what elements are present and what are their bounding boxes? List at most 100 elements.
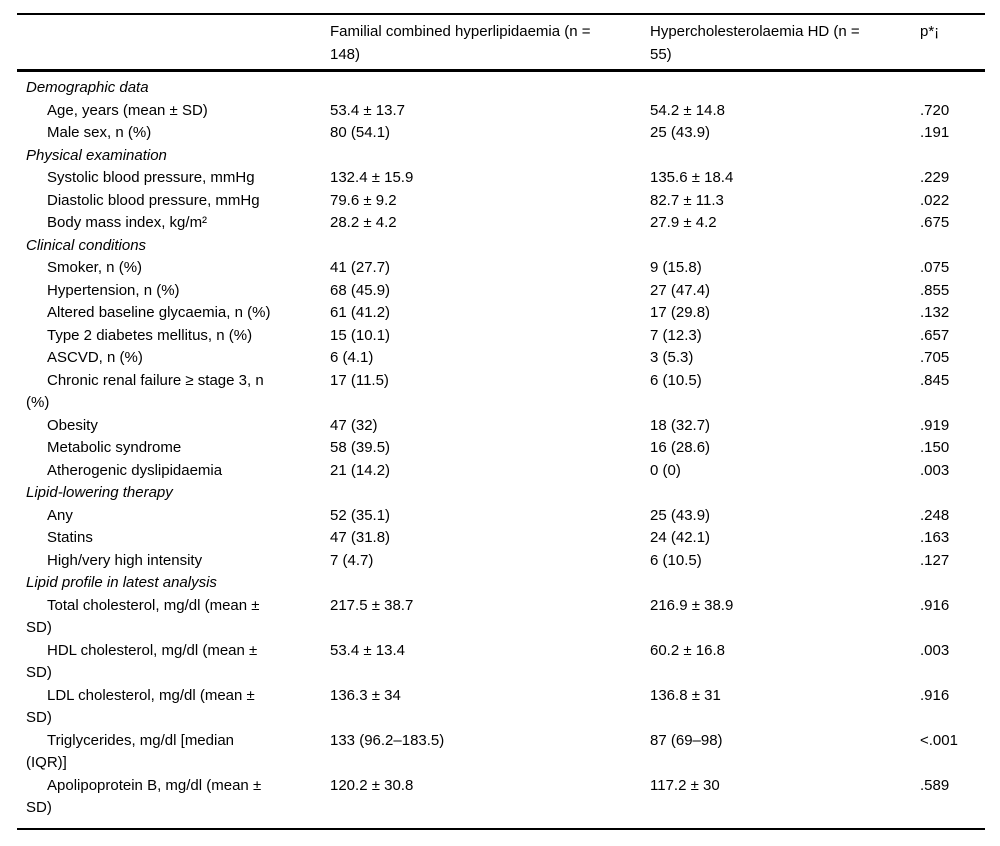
value-fch: 17 (11.5): [330, 371, 389, 389]
value-p: .657: [920, 326, 950, 344]
value-fch: 120.2 ± 30.8: [330, 776, 414, 794]
table-row: Apolipoprotein B, mg/dl (mean ± SD) 120.2…: [17, 775, 985, 829]
row-label: LDL cholesterol, mg/dl (mean ± SD): [26, 686, 255, 727]
value-fch: 58 (39.5): [330, 439, 391, 456]
table-row: Metabolic syndrome 58 (39.5) 16 (28.6) .150: [17, 437, 985, 460]
value-fch: 21 (14.2): [330, 461, 391, 479]
header-p-value: p*¡: [920, 23, 940, 40]
section-heading: Physical examination: [26, 146, 167, 164]
value-fch: 61 (41.2): [330, 304, 391, 321]
row-label: Total cholesterol, mg/dl (mean ± SD): [26, 596, 260, 637]
value-p: .191: [920, 124, 950, 141]
table-row: Male sex, n (%) 80 (54.1) 25 (43.9) .191: [17, 122, 985, 145]
row-label: Atherogenic dyslipidaemia: [47, 461, 223, 479]
value-p: .916: [920, 686, 950, 704]
value-p: .916: [920, 596, 950, 614]
table-row: LDL cholesterol, mg/dl (mean ± SD) 136.3 …: [17, 685, 985, 730]
value-p: <.001: [920, 731, 958, 749]
table-row: Age, years (mean ± SD) 53.4 ± 13.7 54.2 ± …: [17, 100, 985, 123]
value-fch: 68 (45.9): [330, 281, 391, 299]
value-fch: 136.3 ± 34: [330, 686, 401, 704]
value-hd: 6 (10.5): [650, 551, 702, 569]
value-hd: 9 (15.8): [650, 259, 702, 276]
row-label: Chronic renal failure ≥ stage 3, n (%): [26, 371, 264, 412]
value-hd: 60.2 ± 16.8: [650, 641, 725, 659]
value-p: .589: [920, 776, 950, 794]
section-heading: Clinical conditions: [26, 236, 147, 254]
row-label: Statins: [47, 529, 93, 546]
value-hd: 117.2 ± 30: [650, 776, 720, 794]
row-label: Apolipoprotein B, mg/dl (mean ± SD): [26, 776, 262, 817]
value-hd: 27.9 ± 4.2: [650, 214, 717, 231]
value-hd: 24 (42.1): [650, 529, 711, 546]
table-row: Diastolic blood pressure, mmHg 79.6 ± 9.2…: [17, 190, 985, 213]
table-row: Lipid-lowering therapy: [17, 482, 985, 505]
value-p: .132: [920, 304, 950, 321]
row-label: Type 2 diabetes mellitus, n (%): [47, 326, 253, 344]
row-label: Systolic blood pressure, mmHg: [47, 169, 255, 186]
table-row: Triglycerides, mg/dl [median (IQR)] 133 (…: [17, 730, 985, 775]
value-fch: 133 (96.2–183.5): [330, 731, 445, 749]
value-hd: 135.6 ± 18.4: [650, 169, 734, 186]
value-p: .720: [920, 101, 950, 119]
value-fch: 53.4 ± 13.4: [330, 641, 405, 659]
value-fch: 217.5 ± 38.7: [330, 596, 414, 614]
row-label: Triglycerides, mg/dl [median (IQR)]: [26, 731, 235, 772]
header-fch-group: Familial combined hyperlipidaemia (n = 1…: [330, 23, 591, 63]
value-hd: 216.9 ± 38.9: [650, 596, 734, 614]
value-p: .229: [920, 169, 950, 186]
row-label: High/very high intensity: [47, 551, 203, 569]
value-p: .919: [920, 416, 950, 434]
value-p: .163: [920, 529, 950, 546]
table-row: Clinical conditions: [17, 235, 985, 258]
value-fch: 28.2 ± 4.2: [330, 214, 397, 231]
table-row: Atherogenic dyslipidaemia 21 (14.2) 0 (0).…: [17, 460, 985, 483]
value-p: .248: [920, 506, 950, 524]
row-label: HDL cholesterol, mg/dl (mean ± SD): [26, 641, 258, 682]
value-fch: 80 (54.1): [330, 124, 391, 141]
value-fch: 53.4 ± 13.7: [330, 101, 405, 119]
value-fch: 52 (35.1): [330, 506, 391, 524]
value-hd: 25 (43.9): [650, 506, 711, 524]
table-row: Type 2 diabetes mellitus, n (%) 15 (10.1)…: [17, 325, 985, 348]
value-p: .845: [920, 371, 950, 389]
value-hd: 54.2 ± 14.8: [650, 101, 725, 119]
table-row: Demographic data: [17, 71, 985, 100]
value-p: .022: [920, 191, 950, 209]
value-p: .150: [920, 439, 950, 456]
table-row: HDL cholesterol, mg/dl (mean ± SD) 53.4 ±…: [17, 640, 985, 685]
section-heading: Lipid-lowering therapy: [26, 484, 173, 501]
value-fch: 41 (27.7): [330, 259, 391, 276]
value-fch: 132.4 ± 15.9: [330, 169, 414, 186]
header-empty-cell: [17, 14, 330, 71]
table-row: Chronic renal failure ≥ stage 3, n (%) 17…: [17, 370, 985, 415]
table-row: Altered baseline glycaemia, n (%) 61 (41.…: [17, 302, 985, 325]
row-label: Any: [47, 506, 73, 524]
section-heading: Lipid profile in latest analysis: [26, 574, 217, 591]
value-p: .855: [920, 281, 950, 299]
row-label: Metabolic syndrome: [47, 439, 182, 456]
table-row: ASCVD, n (%) 6 (4.1) 3 (5.3) .705: [17, 347, 985, 370]
value-hd: 25 (43.9): [650, 124, 711, 141]
table-row: Any 52 (35.1) 25 (43.9) .248: [17, 505, 985, 528]
table-row: High/very high intensity 7 (4.7) 6 (10.5).…: [17, 550, 985, 573]
value-hd: 27 (47.4): [650, 281, 711, 299]
row-label: Smoker, n (%): [47, 259, 143, 276]
row-label: Body mass index, kg/m²: [47, 214, 208, 231]
table-row: Obesity 47 (32) 18 (32.7) .919: [17, 415, 985, 438]
comparison-table-container: Familial combined hyperlipidaemia (n = 1…: [17, 13, 985, 830]
value-p: .127: [920, 551, 950, 569]
value-fch: 15 (10.1): [330, 326, 391, 344]
row-label: ASCVD, n (%): [47, 349, 143, 366]
value-hd: 16 (28.6): [650, 439, 711, 456]
value-fch: 6 (4.1): [330, 349, 374, 366]
table-row: Lipid profile in latest analysis: [17, 572, 985, 595]
value-hd: 6 (10.5): [650, 371, 702, 389]
row-label: Age, years (mean ± SD): [47, 101, 208, 119]
baseline-characteristics-table: Familial combined hyperlipidaemia (n = 1…: [17, 13, 985, 830]
header-hd-group: Hypercholesterolaemia HD (n = 55): [650, 23, 860, 63]
row-label: Obesity: [47, 416, 98, 434]
value-hd: 136.8 ± 31: [650, 686, 721, 704]
table-row: Physical examination: [17, 145, 985, 168]
value-hd: 82.7 ± 11.3: [650, 191, 724, 209]
